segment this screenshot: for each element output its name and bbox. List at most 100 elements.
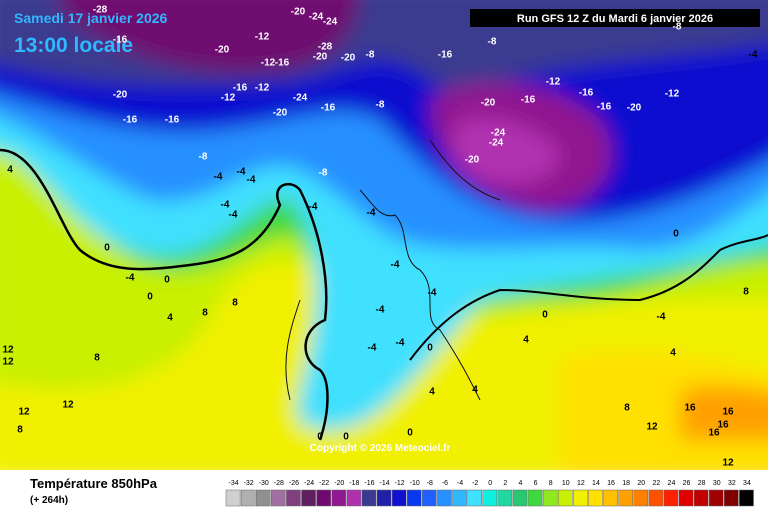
contour-label: -20	[341, 53, 356, 64]
scale-swatch	[708, 489, 724, 507]
contour-label: -20	[215, 45, 230, 56]
scale-label: 14	[592, 480, 600, 487]
scale-label: 2	[503, 480, 507, 487]
contour-label: -20	[273, 108, 288, 119]
zero-isotherm	[409, 234, 768, 361]
contour-label: -28	[318, 42, 333, 53]
scale-label: -30	[259, 480, 269, 487]
contour-label: -4	[221, 200, 230, 211]
scale-swatch	[573, 489, 588, 507]
scale-swatch	[678, 489, 694, 507]
scale-swatch	[316, 489, 331, 507]
contour-label: -4	[214, 172, 223, 183]
contour-label: 4	[472, 385, 478, 396]
contour-label: 4	[7, 165, 13, 176]
contour-label: 0	[407, 428, 413, 439]
scale-swatch	[452, 489, 467, 507]
scale-label: 32	[728, 480, 736, 487]
contour-label: -12	[665, 89, 680, 100]
contour-label: 12	[62, 400, 74, 411]
scale-label: 34	[743, 480, 751, 487]
contour-label: -28	[93, 5, 108, 16]
scale-swatch	[406, 489, 422, 507]
contour-label: -4	[229, 210, 238, 221]
contour-label: -4	[368, 343, 377, 354]
scale-swatch	[724, 489, 739, 507]
scale-swatch	[512, 489, 528, 507]
contour-label: 12	[18, 407, 30, 418]
scale-swatch	[255, 489, 271, 507]
scale-label: -12	[395, 480, 405, 487]
contour-label: -8	[376, 100, 385, 111]
scale-label: 24	[668, 480, 676, 487]
run-info: Run GFS 12 Z du Mardi 6 janvier 2026	[517, 13, 713, 25]
scale-label: -32	[244, 480, 254, 487]
contour-label: -4	[367, 208, 376, 219]
scale-swatch	[331, 489, 347, 507]
contour-label: 12	[722, 458, 734, 469]
scale-swatch	[588, 489, 603, 507]
contour-label: -4	[376, 305, 385, 316]
contour-label: 8	[743, 287, 749, 298]
scale-label: -14	[379, 480, 389, 487]
scale-swatch	[391, 489, 407, 507]
lead-time: (+ 264h)	[30, 495, 68, 506]
contour-label: -4	[247, 175, 256, 186]
contour-label: -8	[319, 168, 328, 179]
contour-label: -4	[237, 167, 246, 178]
contour-label: -12	[221, 93, 236, 104]
scale-label: 30	[713, 480, 721, 487]
contour-label: -4	[391, 260, 400, 271]
contour-label: -16	[438, 50, 453, 61]
scale-label: 18	[622, 480, 630, 487]
contour-label: 0	[147, 292, 153, 303]
scale-swatch	[467, 489, 482, 507]
contour-label: -20	[113, 90, 128, 101]
scale-label: 28	[698, 480, 706, 487]
contour-label: -16	[597, 102, 612, 113]
date: Samedi 17 janvier 2026	[14, 10, 168, 26]
contour-label: -12	[255, 32, 270, 43]
scale-label: -26	[289, 480, 299, 487]
contour-label: -4	[309, 202, 318, 213]
scale-swatch	[271, 489, 286, 507]
scale-label: 0	[488, 480, 492, 487]
contour-label: 0	[104, 243, 110, 254]
scale-label: 26	[683, 480, 691, 487]
scale-label: -6	[442, 480, 448, 487]
contour-label: 4	[523, 335, 529, 346]
contour-label: -12	[255, 83, 270, 94]
scale-label: 10	[562, 480, 570, 487]
contour-label: -20	[291, 7, 306, 18]
contour-label: -16	[275, 58, 290, 69]
contour-label: 4	[167, 313, 173, 324]
contour-label: -4	[396, 338, 405, 349]
contour-label: -16	[165, 115, 180, 126]
scale-label: 12	[577, 480, 585, 487]
contour-label: 8	[17, 425, 23, 436]
scale-swatch	[648, 489, 664, 507]
contour-label: -24	[489, 138, 504, 149]
scale-swatch	[633, 489, 649, 507]
contour-label: -4	[126, 273, 135, 284]
contour-label: -24	[293, 93, 308, 104]
contour-label: -8	[673, 22, 682, 33]
coastline	[285, 139, 501, 401]
contour-label: 16	[708, 428, 720, 439]
contour-label: 0	[673, 229, 679, 240]
contour-label: -4	[428, 288, 437, 299]
scale-label: 6	[534, 480, 538, 487]
contour-label: -4	[741, 19, 750, 30]
run-box	[470, 9, 760, 27]
color-scale: -34 -32 -30 -28 -26 -24 -22 -20 -18 -16 -14 -12 -10-…	[225, 480, 754, 507]
contour-label: 16	[684, 403, 696, 414]
scale-label: -16	[364, 480, 374, 487]
zero-isotherm	[0, 148, 329, 441]
scale-label: -20	[334, 480, 344, 487]
scale-swatch	[497, 489, 513, 507]
contour-label: -4	[749, 50, 758, 61]
contour-label: -24	[323, 17, 338, 28]
contour-label: 12	[2, 345, 14, 356]
scale-label: -24	[304, 480, 314, 487]
scale-label: -10	[410, 480, 420, 487]
